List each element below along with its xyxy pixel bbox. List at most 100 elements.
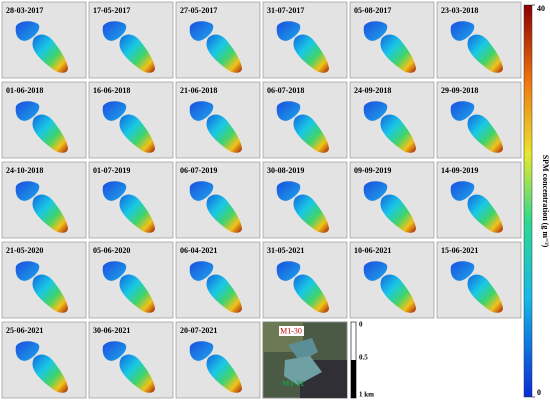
map-panel: 09-09-2019 xyxy=(349,161,435,239)
date-label: 01-07-2019 xyxy=(93,166,130,175)
lake-south xyxy=(206,354,242,393)
lake-north xyxy=(363,101,388,121)
date-label: 05-08-2017 xyxy=(354,6,391,15)
panel-frame xyxy=(349,241,435,319)
map-panel: 14-09-2019 xyxy=(436,161,522,239)
date-label: 24-10-2018 xyxy=(6,166,43,175)
lake-north xyxy=(363,181,388,201)
lake-south xyxy=(206,114,242,153)
map-panel: 25-06-2021 xyxy=(1,321,87,399)
lake-south xyxy=(119,194,155,233)
lake-south xyxy=(467,274,503,313)
date-label: 30-08-2019 xyxy=(267,166,304,175)
date-label: 21-06-2018 xyxy=(180,86,217,95)
lake-north xyxy=(102,341,127,361)
date-label: 25-06-2021 xyxy=(6,326,43,335)
lake-south xyxy=(293,34,329,73)
map-panel: 01-06-2018 xyxy=(1,81,87,159)
label-box xyxy=(279,326,304,336)
map-panel: 05-08-2017 xyxy=(349,1,435,79)
map-panel: 23-03-2018 xyxy=(436,1,522,79)
map-panel: 24-09-2018 xyxy=(349,81,435,159)
map-panel: 05-06-2020 xyxy=(88,241,174,319)
lake-north xyxy=(276,21,301,41)
colorbar-tick-label: 40 xyxy=(537,4,545,13)
date-label: 14-09-2019 xyxy=(441,166,478,175)
date-label: 15-06-2021 xyxy=(441,246,478,255)
lake-north xyxy=(276,181,301,201)
lake-south xyxy=(380,194,416,233)
lake-north xyxy=(189,181,214,201)
lake-south xyxy=(32,194,68,233)
map-panel: 10-06-2021 xyxy=(349,241,435,319)
map-panel: 06-04-2021 xyxy=(175,241,261,319)
date-label: 30-06-2021 xyxy=(93,326,130,335)
lake-north xyxy=(189,341,214,361)
map-panel: 30-06-2021 xyxy=(88,321,174,399)
date-label: 09-09-2019 xyxy=(354,166,391,175)
lake-south xyxy=(119,34,155,73)
scale-bar-segment xyxy=(351,360,356,398)
lake-north xyxy=(102,21,127,41)
map-panel: 31-07-2017 xyxy=(262,1,348,79)
satellite-panel: M1-30 M1-31 0 0.5 1 km xyxy=(262,321,374,399)
lake-north xyxy=(15,341,40,361)
site-label: M1-31 xyxy=(282,379,304,388)
date-label: 28-03-2017 xyxy=(6,6,43,15)
lake-south xyxy=(293,194,329,233)
lake-south xyxy=(32,354,68,393)
map-panel: 29-09-2018 xyxy=(436,81,522,159)
lake-north xyxy=(450,21,475,41)
date-label: 24-09-2018 xyxy=(354,86,391,95)
lake-south xyxy=(380,274,416,313)
lake-south xyxy=(380,114,416,153)
lake-north xyxy=(102,181,127,201)
lake-south xyxy=(119,354,155,393)
lake-south xyxy=(32,114,68,153)
lake-south xyxy=(32,34,68,73)
lake-south xyxy=(119,114,155,153)
lake-north xyxy=(15,21,40,41)
date-label: 05-06-2020 xyxy=(93,246,130,255)
map-panel: 06-07-2019 xyxy=(175,161,261,239)
date-label: 29-09-2018 xyxy=(441,86,478,95)
date-label: 01-06-2018 xyxy=(6,86,43,95)
date-label: 21-05-2020 xyxy=(6,246,43,255)
map-panel: 21-06-2018 xyxy=(175,81,261,159)
map-panel: 20-07-2021 xyxy=(175,321,261,399)
site-label: M1-30 xyxy=(280,326,302,335)
lake-north xyxy=(189,101,214,121)
lake xyxy=(288,338,318,362)
lake-north xyxy=(276,261,301,281)
lake-north xyxy=(363,261,388,281)
lake-south xyxy=(206,34,242,73)
map-panel: 30-08-2019 xyxy=(262,161,348,239)
lake-south xyxy=(206,194,242,233)
lake-north xyxy=(189,21,214,41)
panel-frame xyxy=(88,161,174,239)
lake-south xyxy=(467,194,503,233)
scale-label: 0.5 xyxy=(359,354,368,362)
map-panel: 24-10-2018 xyxy=(1,161,87,239)
lake xyxy=(284,356,322,385)
map-panel: 31-05-2021 xyxy=(262,241,348,319)
lake-south xyxy=(293,114,329,153)
lake-north xyxy=(15,181,40,201)
map-panel: 27-05-2017 xyxy=(175,1,261,79)
lake-south xyxy=(119,274,155,313)
lake-north xyxy=(15,101,40,121)
map-panel: 15-06-2021 xyxy=(436,241,522,319)
colorbar-label: SPM concentration (g m⁻³) xyxy=(541,155,550,248)
lake-south xyxy=(467,114,503,153)
map-panel: 16-06-2018 xyxy=(88,81,174,159)
date-label: 10-06-2021 xyxy=(354,246,391,255)
lake-south xyxy=(293,274,329,313)
map-panel: 06-07-2018 xyxy=(262,81,348,159)
panel-frame xyxy=(1,161,87,239)
map-panel: 17-05-2017 xyxy=(88,1,174,79)
map-panel: 21-05-2020 xyxy=(1,241,87,319)
date-label: 06-04-2021 xyxy=(180,246,217,255)
lake-north xyxy=(15,261,40,281)
date-label: 27-05-2017 xyxy=(180,6,217,15)
